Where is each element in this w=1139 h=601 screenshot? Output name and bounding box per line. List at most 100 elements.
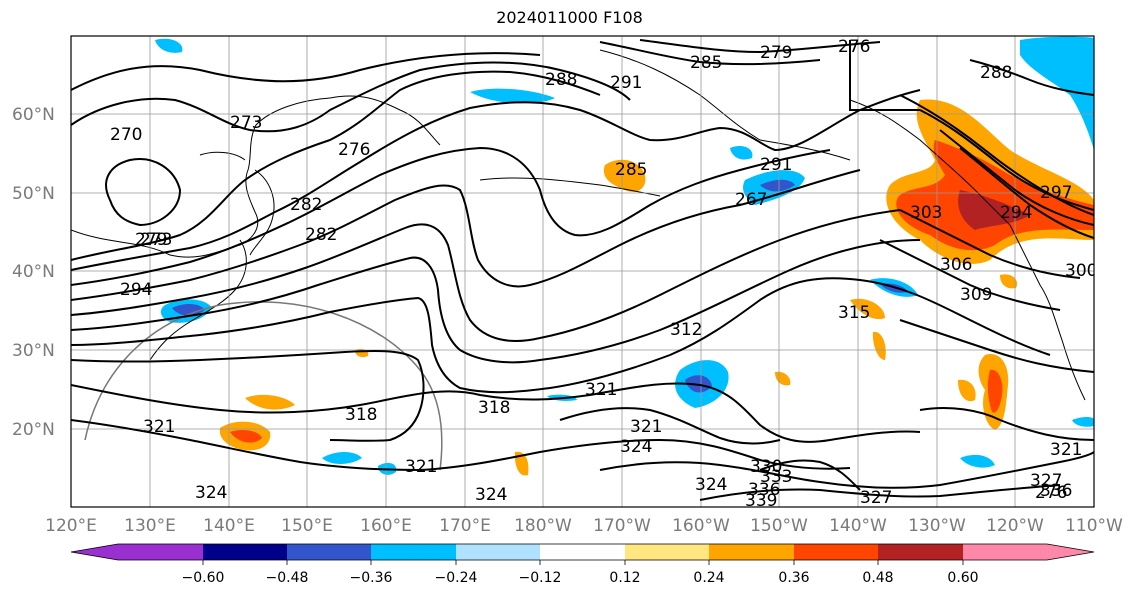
contour-label: 270: [110, 125, 142, 145]
contour-label: 318: [345, 405, 377, 425]
colorbar-tick-label: 0.36: [778, 570, 809, 586]
colorbar-segment: [1047, 544, 1094, 560]
colorbar-tick-label: −0.24: [435, 570, 478, 586]
positive-anomaly-region: [245, 394, 295, 410]
contour-label: 321: [585, 380, 617, 400]
negative-anomaly-region: [1020, 36, 1094, 150]
contour-label-group: 270 273 276 279 282 285 288 291 294 276 …: [110, 37, 1097, 511]
contour-label: 318: [478, 398, 510, 418]
colorbar-segment: [203, 544, 287, 560]
shaded-regions: [155, 36, 1094, 476]
contour-label: 315: [838, 303, 870, 323]
colorbar-tick-label: 0.24: [693, 570, 724, 586]
longitude-label: 150°E: [281, 516, 333, 536]
contour-label: 333: [760, 467, 792, 487]
contour-label: 297: [1040, 183, 1072, 203]
longitude-label: 140°E: [203, 516, 255, 536]
contour-label: 327: [1030, 471, 1062, 491]
contour-label: 279: [135, 230, 167, 250]
longitude-label: 160°E: [360, 516, 412, 536]
longitude-label: 170°E: [439, 516, 491, 536]
colorbar-tick-label: 0.12: [609, 570, 640, 586]
contour-label: 324: [695, 475, 727, 495]
contour-label: 294: [1000, 203, 1032, 223]
longitude-label: 160°W: [672, 516, 730, 536]
colorbar-segment: [625, 544, 709, 560]
contour-label: 288: [545, 70, 577, 90]
contour-label: 273: [230, 113, 262, 133]
contour-label: 279: [760, 43, 792, 63]
contour-label: 288: [980, 63, 1012, 83]
contour-label: 285: [690, 53, 722, 73]
contour-label: 312: [670, 320, 702, 340]
latitude-label: 30°N: [12, 341, 55, 361]
longitude-label: 180°W: [514, 516, 572, 536]
positive-anomaly-region: [872, 331, 886, 360]
latitude-label: 60°N: [12, 105, 55, 125]
contour-label: 324: [620, 437, 652, 457]
contour-label: 276: [838, 37, 870, 57]
latitude-labels: 20°N 30°N 40°N 50°N 60°N: [12, 105, 55, 440]
colorbar-tick-label: −0.12: [519, 570, 562, 586]
contour-label: 300: [1065, 261, 1097, 281]
colorbar-segment: [71, 544, 118, 560]
contour-label: 303: [910, 203, 942, 223]
contour-label: 306: [940, 255, 972, 275]
height-contours: [71, 39, 1094, 501]
colorbar-segment: [878, 544, 963, 560]
positive-anomaly-core: [230, 430, 262, 443]
contour-label: 327: [860, 488, 892, 508]
contour-label: 324: [475, 485, 507, 505]
contour-label: 267: [735, 190, 767, 210]
colorbar-segment: [456, 544, 540, 560]
contour-label: 285: [615, 160, 647, 180]
contour-label: 276: [338, 140, 370, 160]
longitude-label: 120°W: [986, 516, 1044, 536]
negative-anomaly-core: [172, 304, 205, 316]
colorbar-tick-label: −0.36: [350, 570, 393, 586]
colorbar-tick-label: 0.48: [862, 570, 893, 586]
contour-label: 321: [143, 417, 175, 437]
colorbar-segment: [371, 544, 456, 560]
range-ring: [84, 301, 443, 471]
contour-label: 282: [305, 225, 337, 245]
contour-label: 321: [405, 457, 437, 477]
negative-anomaly-region: [155, 38, 183, 53]
longitude-label: 120°E: [45, 516, 97, 536]
colorbar-segment: [963, 544, 1047, 560]
contour-label: 273: [140, 230, 172, 250]
colorbar-ticks: [202, 560, 964, 565]
latitude-label: 50°N: [12, 184, 55, 204]
longitude-label: 130°E: [124, 516, 176, 536]
map-frame: [70, 35, 1095, 508]
negative-anomaly-core: [760, 179, 795, 192]
contour-label: 291: [610, 73, 642, 93]
colorbar: −0.60 −0.48 −0.36 −0.24 −0.12 0.12 0.24 …: [70, 543, 1095, 586]
negative-anomaly-region: [322, 452, 362, 464]
longitude-label: 150°W: [750, 516, 808, 536]
negative-anomaly-region: [1072, 417, 1094, 427]
negative-anomaly-region: [470, 88, 555, 104]
longitude-label: 170°W: [593, 516, 651, 536]
positive-anomaly-region: [1000, 274, 1018, 289]
colorbar-segment: [118, 544, 203, 560]
colorbar-tick-label: −0.48: [266, 570, 309, 586]
positive-anomaly-core: [987, 369, 1003, 413]
positive-anomaly-region: [603, 159, 646, 192]
latitude-label: 20°N: [12, 420, 55, 440]
colorbar-segment: [794, 544, 878, 560]
colorbar-tick-label: 0.60: [947, 570, 978, 586]
contour-label: 276: [1035, 483, 1067, 503]
positive-anomaly-region: [514, 451, 529, 476]
positive-anomaly-region: [958, 379, 976, 402]
longitude-label: 110°W: [1065, 516, 1123, 536]
colorbar-segment: [540, 544, 625, 560]
contour-label: 339: [745, 491, 777, 511]
contour-label: 294: [120, 280, 152, 300]
positive-anomaly-region: [850, 298, 885, 320]
coastlines: [71, 49, 1086, 401]
contour-label: 282: [290, 195, 322, 215]
map-title: 2024011000 F108: [496, 8, 643, 27]
colorbar-outline: [70, 543, 1095, 561]
